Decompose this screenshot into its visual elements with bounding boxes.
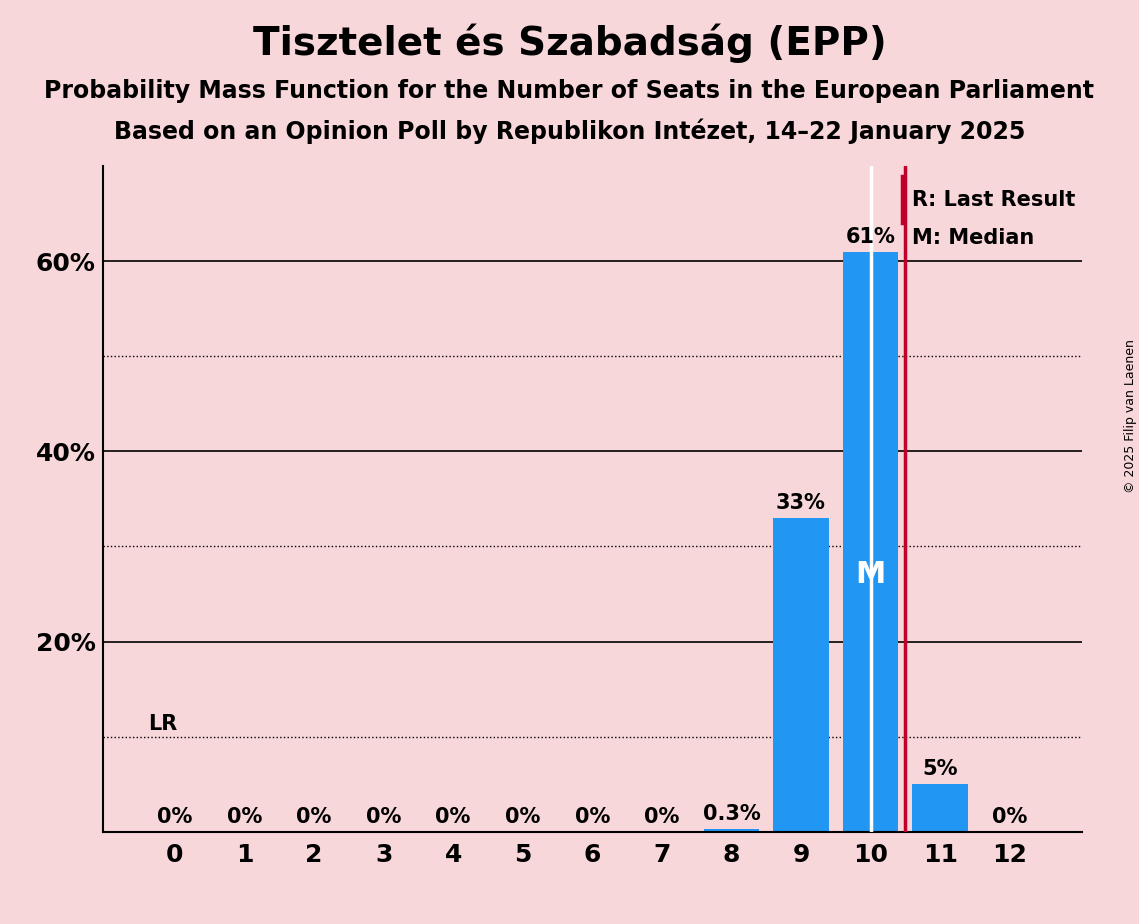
Text: 0%: 0% — [574, 807, 611, 827]
Text: 0%: 0% — [645, 807, 680, 827]
Text: M: Median: M: Median — [912, 227, 1034, 248]
Text: 0%: 0% — [366, 807, 401, 827]
Text: 33%: 33% — [776, 493, 826, 513]
Bar — [843, 252, 899, 832]
Text: 0%: 0% — [157, 807, 192, 827]
Text: Tisztelet és Szabadság (EPP): Tisztelet és Szabadság (EPP) — [253, 23, 886, 63]
Text: 0%: 0% — [505, 807, 540, 827]
Text: Based on an Opinion Poll by Republikon Intézet, 14–22 January 2025: Based on an Opinion Poll by Republikon I… — [114, 118, 1025, 144]
Text: M: M — [855, 561, 886, 590]
Text: R: Last Result: R: Last Result — [912, 189, 1075, 210]
Bar — [912, 784, 968, 832]
Text: 5%: 5% — [923, 760, 958, 779]
Text: 0.3%: 0.3% — [703, 804, 761, 824]
Text: 0%: 0% — [296, 807, 331, 827]
Bar — [704, 829, 760, 832]
Text: 61%: 61% — [845, 227, 895, 247]
Text: 0%: 0% — [992, 807, 1027, 827]
Text: Probability Mass Function for the Number of Seats in the European Parliament: Probability Mass Function for the Number… — [44, 79, 1095, 103]
Text: 0%: 0% — [227, 807, 262, 827]
Text: LR: LR — [148, 713, 178, 734]
Text: 0%: 0% — [435, 807, 470, 827]
Text: © 2025 Filip van Laenen: © 2025 Filip van Laenen — [1124, 339, 1137, 492]
Bar — [773, 518, 829, 832]
